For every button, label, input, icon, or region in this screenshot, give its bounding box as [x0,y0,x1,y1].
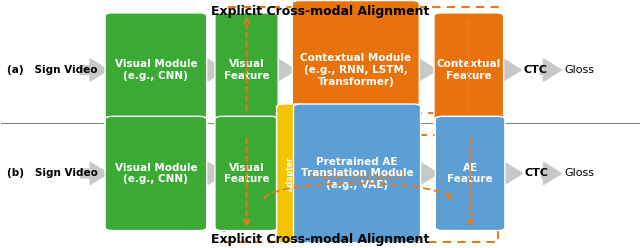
Text: Gloss: Gloss [564,168,594,179]
Text: Implicit Alignment: Implicit Alignment [310,171,404,181]
Text: (a)   Sign Video: (a) Sign Video [7,65,97,75]
Text: Adapter: Adapter [286,156,295,191]
Polygon shape [541,162,561,185]
Polygon shape [200,162,225,185]
Polygon shape [540,59,561,81]
Polygon shape [414,162,438,185]
Text: Visual
Feature: Visual Feature [224,59,269,81]
Text: Visual
Feature: Visual Feature [224,163,269,184]
FancyBboxPatch shape [294,104,420,243]
Text: CTC: CTC [524,168,548,179]
Text: Explicit Cross-modal Alignment: Explicit Cross-modal Alignment [211,5,429,18]
Text: Contextual
Feature: Contextual Feature [436,59,501,81]
FancyBboxPatch shape [105,116,207,231]
Polygon shape [498,162,522,185]
Text: Pretrained AE
Translation Module
(e.g., VAE): Pretrained AE Translation Module (e.g., … [301,157,413,190]
Polygon shape [266,162,284,185]
FancyBboxPatch shape [215,13,278,127]
FancyBboxPatch shape [215,116,278,231]
Polygon shape [81,162,108,185]
Polygon shape [413,59,437,81]
FancyBboxPatch shape [276,104,305,243]
Polygon shape [81,59,108,81]
Polygon shape [271,59,296,81]
Text: (b)   Sign Video: (b) Sign Video [7,168,98,179]
Text: Explicit Cross-modal Alignment: Explicit Cross-modal Alignment [211,233,429,246]
Text: Visual Module
(e.g., CNN): Visual Module (e.g., CNN) [115,163,197,184]
Text: AE
Feature: AE Feature [447,163,493,184]
Polygon shape [497,59,521,81]
Text: Visual Module
(e.g., CNN): Visual Module (e.g., CNN) [115,59,197,81]
Polygon shape [200,59,225,81]
Text: CTC: CTC [523,65,547,75]
FancyBboxPatch shape [292,0,419,139]
Text: Gloss: Gloss [564,65,594,75]
Text: Contextual Module
(e.g., RNN, LSTM,
Transformer): Contextual Module (e.g., RNN, LSTM, Tran… [300,53,412,87]
FancyBboxPatch shape [105,13,207,127]
FancyBboxPatch shape [435,116,505,231]
FancyBboxPatch shape [434,13,504,127]
